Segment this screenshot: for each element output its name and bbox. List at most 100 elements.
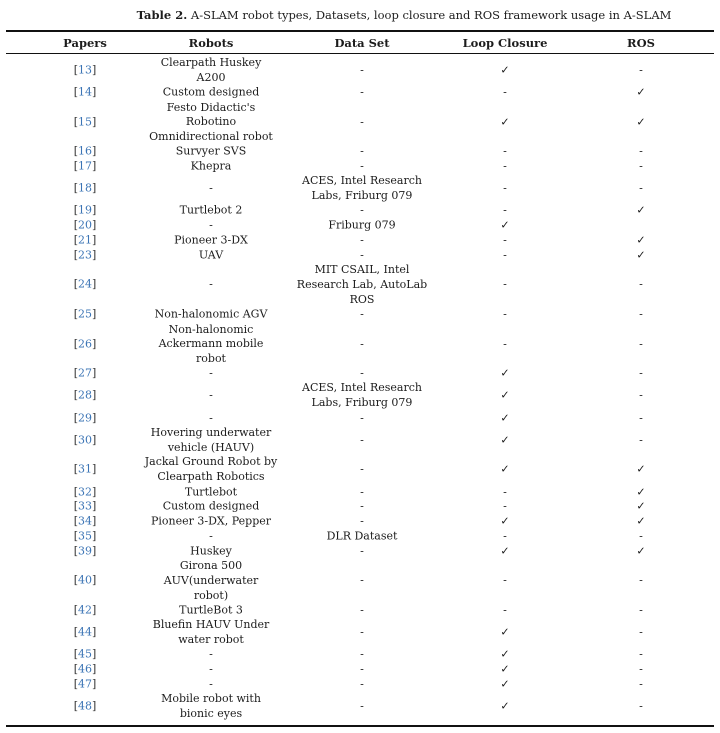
citation-number: 42 [78,603,92,617]
citation-bracket: ] [92,277,97,291]
citation-bracket: [ [73,248,78,262]
ros-value: - [639,337,643,351]
ros-value: - [639,411,643,425]
citation-link[interactable]: [25] [74,308,97,321]
dataset-cell: - [360,204,364,219]
robots-cell: Custom designed [163,500,260,515]
citation-number: 46 [78,662,92,676]
citation-link[interactable]: [15] [74,115,97,128]
citation-link[interactable]: [28] [74,389,97,402]
citation-link[interactable]: [30] [74,433,97,446]
citation-link[interactable]: [24] [74,278,97,291]
citation-link[interactable]: [16] [74,145,97,158]
citation-bracket: [ [73,699,78,713]
dataset-cell: - [360,485,364,500]
citation-bracket: [ [73,647,78,661]
papers-cell: [44] [74,626,97,641]
citation-bracket: ] [92,203,97,217]
table-row: [13] Clearpath Huskey A200 - ✓ - [6,56,714,86]
citation-bracket: ] [92,603,97,617]
cell-line: - [360,677,364,691]
citation-link[interactable]: [19] [74,204,97,217]
citation-link[interactable]: [35] [74,529,97,542]
citation-number: 15 [78,115,92,129]
citation-link[interactable]: [44] [74,626,97,639]
table-row: [25] Non-halonomic AGV - - - [6,308,714,323]
cell-line: - [209,411,213,425]
dataset-cell: Friburg 079 [328,219,395,234]
papers-cell: [32] [74,485,97,500]
cell-line: - [360,433,364,447]
data-table: Papers Robots Data Set Loop Closure ROS … [6,30,714,727]
check-icon: ✓ [500,625,510,639]
table-row: [45] - - ✓ - [6,648,714,663]
papers-cell: [27] [74,367,97,382]
cell-line: Hovering underwater [150,425,272,439]
cell-line: - [360,366,364,380]
citation-bracket: ] [92,233,97,247]
robots-cell: Turtlebot [185,485,237,500]
citation-link[interactable]: [34] [74,515,97,528]
citation-link[interactable]: [13] [74,63,97,76]
citation-bracket: [ [73,181,78,195]
cell-line: - [360,573,364,587]
citation-link[interactable]: [33] [74,500,97,513]
papers-cell: [33] [74,500,97,515]
citation-bracket: [ [73,218,78,232]
dataset-cell: - [360,337,364,352]
table-row: [42] TurtleBot 3 - - - [6,603,714,618]
citation-link[interactable]: [21] [74,234,97,247]
citation-link[interactable]: [48] [74,700,97,713]
check-icon: ✓ [636,462,646,476]
column-header-dataset: Data Set [334,35,390,50]
citation-link[interactable]: [23] [74,248,97,261]
table-header-row: Papers Robots Data Set Loop Closure ROS [6,32,714,54]
table-body: [13] Clearpath Huskey A200- ✓ - [14] Custom de… [6,54,714,727]
citation-link[interactable]: [26] [74,337,97,350]
cell-line: - [209,366,213,380]
dataset-cell: ACES, Intel Research Labs, Friburg 079 [302,174,422,204]
citation-link[interactable]: [29] [74,411,97,424]
robots-cell: Clearpath Huskey A200 [161,56,262,86]
citation-bracket: ] [92,514,97,528]
citation-link[interactable]: [45] [74,648,97,661]
citation-link[interactable]: [17] [74,160,97,173]
check-icon: ✓ [636,233,646,247]
citation-bracket: [ [73,307,78,321]
dataset-cell: MIT CSAIL, Intel Research Lab, AutoLab ROS [297,263,427,307]
table-caption: Table 2. A-SLAM robot types, Datasets, l… [0,0,720,30]
citation-number: 48 [78,699,92,713]
table-row: [14] Custom designed - - ✓ [6,86,714,101]
cell-line: Festo Didactic's [166,100,256,114]
dataset-cell: - [360,603,364,618]
citation-number: 16 [78,144,92,158]
citation-bracket: ] [92,337,97,351]
citation-link[interactable]: [14] [74,86,97,99]
papers-cell: [31] [74,463,97,478]
citation-link[interactable]: [27] [74,367,97,380]
cell-line: - [360,233,364,247]
papers-cell: [28] [74,389,97,404]
citation-bracket: [ [73,462,78,476]
loop-closure-value: - [503,573,507,587]
papers-cell: [25] [74,308,97,323]
dataset-cell: - [360,86,364,101]
citation-link[interactable]: [39] [74,544,97,557]
citation-link[interactable]: [46] [74,663,97,676]
citation-link[interactable]: [42] [74,603,97,616]
table-row: [29] - - ✓ - [6,411,714,426]
citation-link[interactable]: [20] [74,219,97,232]
citation-link[interactable]: [31] [74,463,97,476]
citation-link[interactable]: [32] [74,485,97,498]
robots-cell: - [209,663,213,678]
check-icon: ✓ [500,411,510,425]
citation-link[interactable]: [47] [74,677,97,690]
dataset-cell: - [360,626,364,641]
citation-link[interactable]: [18] [74,182,97,195]
cell-line: - [360,248,364,262]
check-icon: ✓ [636,248,646,262]
papers-cell: [15] [74,115,97,130]
citation-link[interactable]: [40] [74,574,97,587]
cell-line: Survyer SVS [175,144,247,158]
citation-number: 19 [78,203,92,217]
